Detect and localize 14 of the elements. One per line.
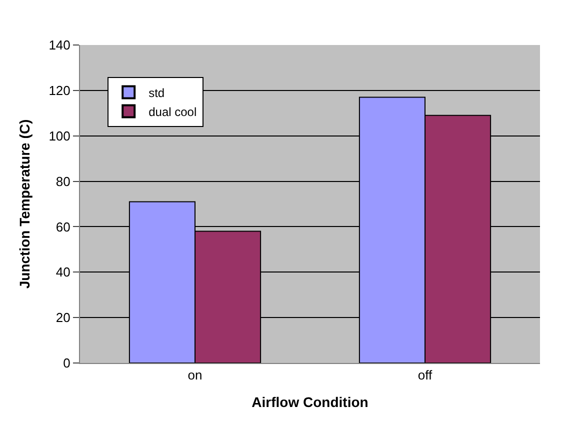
x-axis-title: Airflow Condition: [252, 394, 368, 410]
y-tick-label: 20: [56, 310, 70, 326]
x-tick-label: on: [188, 368, 202, 383]
x-tick-label: off: [418, 368, 432, 383]
legend-label: dual cool: [148, 104, 197, 119]
legend-label: std: [148, 86, 165, 100]
y-tick-label: 80: [56, 174, 70, 189]
y-tick-label: 0: [63, 356, 70, 371]
y-tick-label: 40: [56, 264, 70, 280]
y-tick-label: 60: [56, 219, 70, 234]
y-tick-label: 100: [48, 128, 70, 144]
y-tick-label: 140: [48, 38, 70, 53]
y-tick-label: 120: [48, 82, 70, 98]
y-axis-title: Junction Temperature (C): [16, 119, 32, 289]
